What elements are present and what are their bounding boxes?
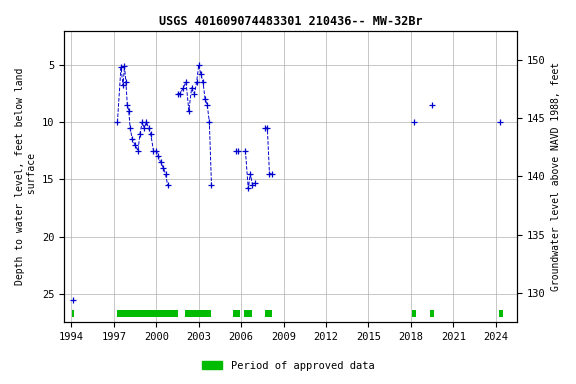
Bar bbox=[184, 310, 211, 317]
Bar bbox=[430, 310, 434, 317]
Bar bbox=[499, 310, 503, 317]
Bar bbox=[264, 310, 272, 317]
Bar bbox=[233, 310, 240, 317]
Bar bbox=[72, 310, 74, 317]
Title: USGS 401609074483301 210436-- MW-32Br: USGS 401609074483301 210436-- MW-32Br bbox=[159, 15, 422, 28]
Bar bbox=[244, 310, 252, 317]
Legend: Period of approved data: Period of approved data bbox=[198, 357, 378, 375]
Bar bbox=[117, 310, 177, 317]
Y-axis label: Groundwater level above NAVD 1988, feet: Groundwater level above NAVD 1988, feet bbox=[551, 62, 561, 291]
Y-axis label: Depth to water level, feet below land
 surface: Depth to water level, feet below land su… bbox=[15, 68, 37, 285]
Bar bbox=[412, 310, 416, 317]
